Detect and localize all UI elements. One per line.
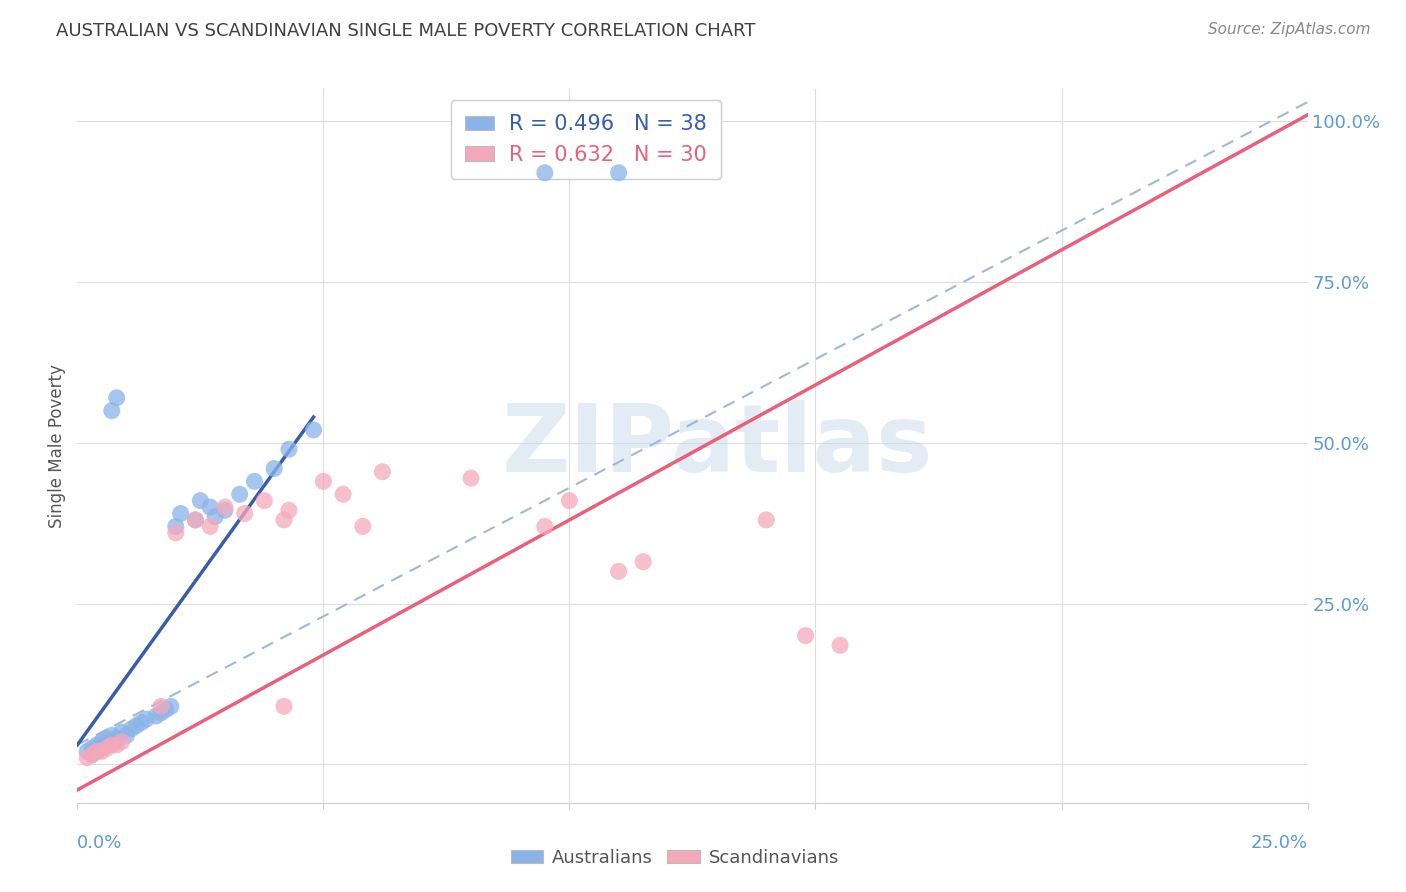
Point	[105, 391, 128, 405]
Point	[150, 699, 173, 714]
Point	[534, 519, 557, 533]
Point	[830, 638, 852, 652]
Point	[273, 513, 295, 527]
Point	[105, 738, 128, 752]
Point	[214, 503, 236, 517]
Point	[273, 699, 295, 714]
Point	[121, 722, 143, 736]
Point	[794, 629, 817, 643]
Point	[115, 728, 138, 742]
Text: ZIPatlas: ZIPatlas	[502, 400, 932, 492]
Legend: R = 0.496   N = 38, R = 0.632   N = 30: R = 0.496 N = 38, R = 0.632 N = 30	[451, 100, 721, 179]
Point	[371, 465, 394, 479]
Point	[184, 513, 207, 527]
Point	[105, 731, 128, 746]
Text: AUSTRALIAN VS SCANDINAVIAN SINGLE MALE POVERTY CORRELATION CHART: AUSTRALIAN VS SCANDINAVIAN SINGLE MALE P…	[56, 22, 756, 40]
Point	[534, 166, 557, 180]
Point	[129, 715, 153, 730]
Point	[101, 735, 124, 749]
Point	[253, 493, 276, 508]
Y-axis label: Single Male Poverty: Single Male Poverty	[48, 364, 66, 528]
Point	[278, 503, 301, 517]
Point	[86, 738, 108, 752]
Point	[228, 487, 252, 501]
Text: Source: ZipAtlas.com: Source: ZipAtlas.com	[1208, 22, 1371, 37]
Point	[165, 519, 187, 533]
Point	[460, 471, 482, 485]
Point	[135, 712, 157, 726]
Point	[184, 513, 207, 527]
Point	[101, 403, 124, 417]
Point	[278, 442, 301, 457]
Point	[86, 744, 108, 758]
Point	[82, 741, 104, 756]
Point	[86, 744, 108, 758]
Point	[607, 166, 630, 180]
Point	[76, 744, 98, 758]
Point	[332, 487, 354, 501]
Text: 0.0%: 0.0%	[77, 834, 122, 852]
Point	[111, 725, 132, 739]
Point	[312, 475, 335, 489]
Point	[90, 741, 114, 756]
Point	[214, 500, 236, 514]
Point	[188, 493, 212, 508]
Point	[233, 507, 256, 521]
Point	[755, 513, 778, 527]
Point	[204, 509, 226, 524]
Point	[558, 493, 581, 508]
Point	[82, 747, 104, 762]
Point	[96, 731, 118, 746]
Point	[170, 507, 193, 521]
Point	[607, 565, 630, 579]
Point	[160, 699, 183, 714]
Text: 25.0%: 25.0%	[1250, 834, 1308, 852]
Point	[96, 741, 118, 756]
Point	[125, 719, 148, 733]
Point	[155, 702, 177, 716]
Point	[90, 735, 114, 749]
Point	[111, 735, 132, 749]
Point	[96, 738, 118, 752]
Point	[101, 738, 124, 752]
Point	[200, 519, 222, 533]
Point	[150, 706, 173, 720]
Point	[90, 744, 114, 758]
Point	[82, 747, 104, 762]
Legend: Australians, Scandinavians: Australians, Scandinavians	[503, 842, 846, 874]
Point	[145, 709, 167, 723]
Point	[101, 728, 124, 742]
Point	[200, 500, 222, 514]
Point	[352, 519, 374, 533]
Point	[633, 555, 655, 569]
Point	[76, 751, 98, 765]
Point	[263, 461, 285, 475]
Point	[243, 475, 266, 489]
Point	[302, 423, 325, 437]
Point	[165, 525, 187, 540]
